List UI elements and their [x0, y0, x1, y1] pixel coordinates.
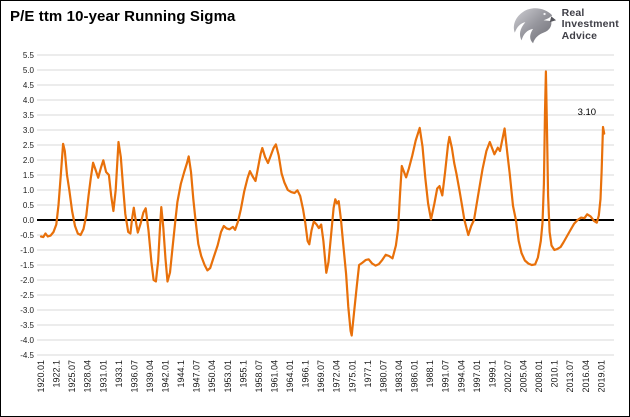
y-tick-label: 4.5	[23, 81, 35, 90]
x-tick-label: 1942.01	[161, 360, 171, 393]
x-tick-label: 1966.1	[301, 360, 311, 388]
x-tick-label: 1988.1	[425, 360, 435, 388]
y-tick-label: -0.5	[20, 231, 34, 240]
y-tick-label: -1.0	[20, 246, 34, 255]
y-tick-label: -2.5	[20, 291, 34, 300]
series-line	[39, 70, 606, 337]
y-tick-label: 0.5	[23, 201, 35, 210]
y-tick-label: 0.0	[23, 216, 35, 225]
x-tick-label: 1986.01	[410, 360, 420, 393]
x-tick-label: 1933.1	[114, 360, 124, 388]
x-tick-label: 1928.04	[83, 360, 93, 393]
x-tick-label: 2019.01	[596, 360, 606, 393]
x-tick-label: 1997.01	[472, 360, 482, 393]
brand-name-line: Investment	[561, 18, 619, 31]
x-tick-label: 1994.04	[456, 360, 466, 393]
y-tick-label: 3.5	[23, 111, 35, 120]
y-tick-label: -3.5	[20, 321, 34, 330]
y-tick-label: -1.5	[20, 261, 34, 270]
y-tick-label: 5.0	[23, 66, 35, 75]
x-tick-label: 1977.1	[363, 360, 373, 388]
x-tick-label: 1980.07	[378, 360, 388, 393]
x-tick-label: 1920.01	[36, 360, 46, 393]
y-tick-label: 5.5	[23, 51, 35, 60]
annotation-label: 3.10	[578, 107, 597, 118]
x-tick-label: 1944.1	[176, 360, 186, 388]
brand-name: Real Investment Advice	[561, 6, 619, 43]
x-tick-label: 1925.07	[67, 360, 77, 393]
brand-name-line: Advice	[561, 29, 598, 42]
x-tick-label: 1922.1	[52, 360, 62, 388]
x-tick-label: 1983.04	[394, 360, 404, 393]
y-axis-labels: 5.5 5.0 4.5 4.0 3.5 3.0 2.5 2.0 1.5 1.0 0.5 0.0 -0.5…	[20, 51, 34, 360]
x-tick-label: 1991.07	[441, 360, 451, 393]
y-tick-label: -2.0	[20, 276, 34, 285]
brand-name-line: Real	[561, 6, 585, 19]
x-tick-label: 1975.01	[347, 360, 357, 393]
x-tick-label: 2016.04	[581, 360, 591, 393]
brand-logo: Real Investment Advice	[511, 5, 619, 45]
y-tick-label: -4.5	[20, 351, 34, 360]
x-tick-label: 2008.01	[534, 360, 544, 393]
x-tick-label: 1955.1	[238, 360, 248, 388]
x-tick-label: 1972.04	[332, 360, 342, 393]
x-axis-labels: 1920.01 1922.1 1925.07 1928.04 1931.01 1933.1…	[36, 360, 606, 393]
x-tick-label: 2002.07	[503, 360, 513, 393]
y-tick-label: -3.0	[20, 306, 34, 315]
x-tick-label: 2005.04	[519, 360, 529, 393]
eagle-icon	[513, 8, 556, 44]
x-tick-label: 1969.07	[316, 360, 326, 393]
x-tick-label: 2013.07	[565, 360, 575, 393]
x-tick-label: 1999.1	[487, 360, 497, 388]
chart-title: P/E ttm 10-year Running Sigma	[10, 8, 236, 25]
y-tick-label: 3.0	[23, 126, 35, 135]
x-tick-label: 1947.07	[192, 360, 202, 393]
x-tick-label: 1958.07	[254, 360, 264, 393]
x-tick-label: 1939.04	[145, 360, 155, 393]
x-tick-label: 1953.01	[223, 360, 233, 393]
y-tick-label: 2.5	[23, 141, 35, 150]
x-tick-label: 1936.07	[129, 360, 139, 393]
y-tick-label: 4.0	[23, 96, 35, 105]
y-tick-label: 2.0	[23, 156, 35, 165]
x-tick-label: 1964.01	[285, 360, 295, 393]
x-tick-label: 1961.04	[270, 360, 280, 393]
y-tick-label: 1.0	[23, 186, 35, 195]
x-tick-label: 1950.04	[207, 360, 217, 393]
x-tick-label: 1931.01	[98, 360, 108, 393]
x-tick-label: 2010.1	[550, 360, 560, 388]
y-tick-label: -4.0	[20, 336, 34, 345]
y-tick-label: 1.5	[23, 171, 35, 180]
